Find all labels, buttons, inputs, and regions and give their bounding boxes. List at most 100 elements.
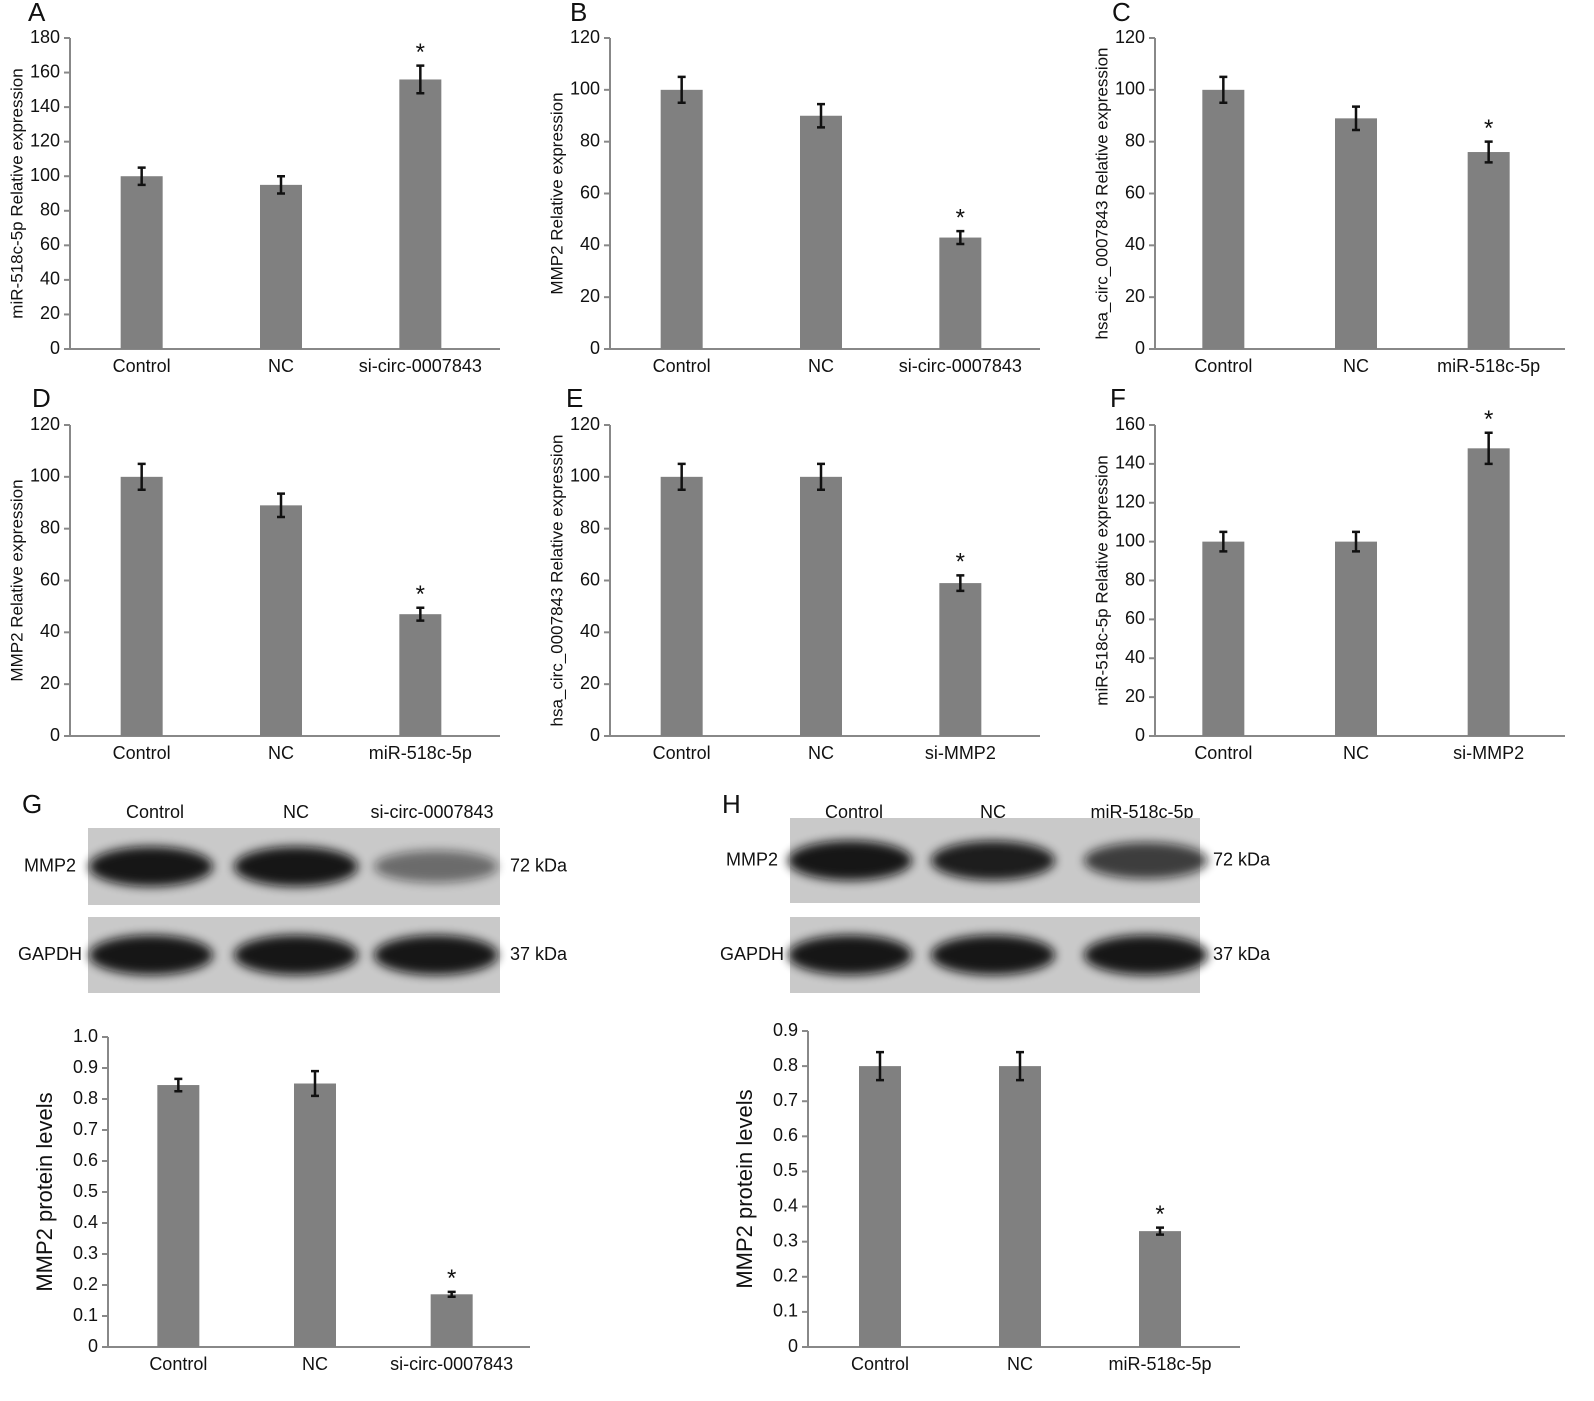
x-tick-label: si-circ-0007843 — [359, 356, 482, 376]
y-tick-label: 0.4 — [73, 1212, 98, 1232]
x-tick-label: Control — [149, 1354, 207, 1374]
y-tick-label: 20 — [580, 673, 600, 693]
error-bar — [677, 75, 686, 105]
y-tick-label: 100 — [1115, 79, 1145, 99]
bar — [660, 89, 703, 349]
x-tick-label: si-MMP2 — [925, 743, 996, 763]
x-tick-label: Control — [113, 743, 171, 763]
y-tick-label: 140 — [30, 96, 60, 116]
y-tick-label: 20 — [1125, 286, 1145, 306]
y-tick-label: 0.9 — [773, 1020, 798, 1040]
error-bar — [1352, 530, 1360, 553]
error-bar — [174, 1077, 183, 1093]
y-tick-label: 100 — [570, 466, 600, 486]
y-tick-label: 80 — [1125, 569, 1145, 589]
bar — [660, 476, 703, 736]
blot-row-label: MMP2 — [726, 849, 778, 869]
y-tick-label: 60 — [1125, 608, 1145, 628]
bar — [1467, 152, 1510, 349]
y-tick-label: 0.8 — [773, 1055, 798, 1075]
x-tick-label: Control — [1194, 743, 1252, 763]
bar — [120, 476, 163, 736]
y-tick-label: 40 — [1125, 647, 1145, 667]
x-tick-label: si-MMP2 — [1453, 743, 1524, 763]
panel-letter: C — [1112, 0, 1131, 27]
bar — [399, 614, 442, 736]
x-tick-label: NC — [808, 356, 834, 376]
significance-mark: * — [956, 204, 965, 231]
y-axis-label: MMP2 protein levels — [32, 1092, 57, 1291]
y-tick-label: 120 — [570, 414, 600, 434]
y-tick-label: 160 — [1115, 414, 1145, 434]
x-tick-label: Control — [653, 356, 711, 376]
blot-band — [931, 840, 1055, 881]
significance-mark: * — [1484, 406, 1493, 433]
error-bar — [416, 606, 425, 622]
y-tick-label: 0 — [88, 1336, 98, 1356]
bar — [260, 184, 302, 349]
panel-letter: F — [1110, 383, 1126, 413]
error-bar — [1156, 1226, 1164, 1236]
error-bar — [1016, 1050, 1024, 1082]
error-bar — [876, 1050, 884, 1082]
bar — [157, 1085, 200, 1347]
x-tick-label: si-circ-0007843 — [899, 356, 1022, 376]
x-tick-label: Control — [851, 1354, 909, 1374]
blot-band — [1084, 842, 1208, 879]
y-tick-label: 60 — [40, 234, 60, 254]
y-tick-label: 0 — [590, 725, 600, 745]
lane-label: Control — [825, 802, 883, 822]
x-tick-label: NC — [302, 1354, 328, 1374]
y-tick-label: 0.1 — [73, 1305, 98, 1325]
x-tick-label: NC — [1007, 1354, 1033, 1374]
error-bar — [447, 1290, 456, 1299]
error-bar — [677, 462, 686, 492]
molecular-weight: 37 kDa — [1213, 944, 1271, 964]
y-tick-label: 0.5 — [73, 1181, 98, 1201]
y-tick-label: 0.4 — [773, 1195, 798, 1215]
blot-band — [89, 846, 213, 887]
bar — [859, 1066, 901, 1347]
bar — [1202, 89, 1245, 349]
y-axis-label: miR-518c-5p Relative expression — [1092, 455, 1111, 705]
x-tick-label: Control — [113, 356, 171, 376]
y-tick-label: 60 — [580, 569, 600, 589]
significance-mark: * — [1484, 115, 1493, 142]
x-tick-label: NC — [268, 743, 294, 763]
y-tick-label: 120 — [30, 130, 60, 150]
x-tick-label: NC — [1343, 356, 1369, 376]
y-tick-label: 180 — [30, 27, 60, 47]
panel-letter: D — [32, 383, 51, 413]
x-tick-label: miR-518c-5p — [1108, 1354, 1211, 1374]
bar — [260, 505, 302, 736]
error-bar — [817, 102, 825, 129]
y-tick-label: 0.8 — [73, 1088, 98, 1108]
y-tick-label: 0 — [50, 725, 60, 745]
y-tick-label: 80 — [40, 200, 60, 220]
error-bar — [137, 462, 146, 492]
error-bar — [277, 492, 285, 519]
x-tick-label: si-circ-0007843 — [390, 1354, 513, 1374]
y-tick-label: 0.2 — [73, 1274, 98, 1294]
error-bar — [956, 229, 965, 246]
blot-row-label: GAPDH — [18, 944, 82, 964]
lane-label: NC — [980, 802, 1006, 822]
error-bar — [1484, 140, 1493, 164]
y-tick-label: 80 — [1125, 130, 1145, 150]
y-tick-label: 40 — [1125, 234, 1145, 254]
y-tick-label: 140 — [1115, 453, 1145, 473]
y-tick-label: 60 — [580, 182, 600, 202]
bar — [1202, 541, 1245, 736]
bar — [430, 1294, 473, 1347]
error-bar — [416, 64, 425, 95]
blot-band — [1084, 935, 1208, 975]
y-tick-label: 20 — [580, 286, 600, 306]
y-tick-label: 0 — [1135, 725, 1145, 745]
y-tick-label: 0 — [50, 338, 60, 358]
significance-mark: * — [447, 1265, 456, 1292]
bar — [939, 583, 982, 736]
molecular-weight: 37 kDa — [510, 944, 568, 964]
error-bar — [277, 174, 285, 195]
y-tick-label: 40 — [40, 269, 60, 289]
